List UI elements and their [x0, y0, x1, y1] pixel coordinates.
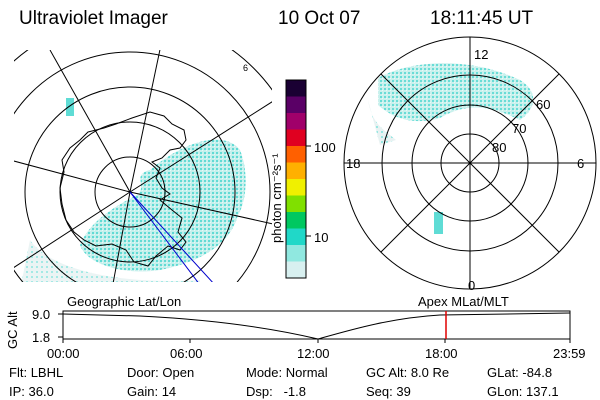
colorbar-segment: [286, 179, 306, 196]
mlt-label-18: 18: [346, 156, 361, 171]
colorbar-segment: [286, 261, 306, 279]
x-tick-0000: 00:00: [47, 346, 80, 361]
lat-label-80: 80: [492, 140, 507, 155]
aurora-background-polar: [368, 100, 396, 145]
time-label: 18:11:45 UT: [430, 8, 534, 29]
x-tick-0600: 06:00: [170, 346, 203, 361]
altitude-curve: [62, 312, 571, 340]
lat-label-70: 70: [512, 121, 527, 136]
polar-plot: [343, 36, 597, 290]
colorbar-segment: [286, 129, 306, 147]
status-mode: Mode: Normal: [246, 365, 328, 380]
timeline-right-title: Apex MLat/MLT: [418, 294, 509, 309]
aurora-background-geo: [21, 240, 200, 282]
date-label: 10 Oct 07: [278, 8, 361, 29]
antarctica-coastline: [59, 111, 187, 267]
status-glon: GLon: 137.1: [487, 384, 559, 399]
colorbar-segment: [286, 80, 306, 97]
status-seq: Seq: 39: [366, 384, 411, 399]
instrument-title: Ultraviolet Imager: [19, 8, 168, 29]
y-tick-9: 9.0: [32, 307, 51, 322]
timeline-axis-label: GC Alt: [5, 311, 20, 349]
y-tick-1-8: 1.8: [32, 330, 51, 345]
corner-label: 6: [243, 63, 249, 73]
status-door: Door: Open: [127, 365, 195, 380]
timeline-left-title: Geographic Lat/Lon: [67, 294, 182, 309]
colorbar: [286, 80, 306, 279]
status-ip: IP: 36.0: [9, 384, 54, 399]
colorbar-unit-label: photon cm⁻²s⁻¹: [269, 153, 284, 243]
colorbar-segment: [286, 245, 306, 262]
mlt-label-12: 12: [474, 47, 489, 62]
colorbar-tick-100: 100: [314, 140, 336, 155]
status-flt: Flt: LBHL: [9, 365, 64, 380]
colorbar-segment: [286, 195, 306, 213]
status-gc-alt: GC Alt: 8.0 Re: [366, 365, 450, 380]
latitude-grid: [14, 50, 272, 282]
mlt-label-0: 0: [468, 278, 476, 293]
longitude-grid: [14, 50, 272, 282]
geographic-map: [14, 50, 272, 282]
aurora-patch-polar: [434, 212, 443, 234]
aurora-patch-geo: [66, 98, 74, 116]
colorbar-segment: [286, 212, 306, 229]
colorbar-segment: [286, 146, 306, 163]
x-tick-1800: 18:00: [425, 346, 458, 361]
colorbar-segment: [286, 162, 306, 180]
x-tick-1200: 12:00: [297, 346, 330, 361]
lat-label-60: 60: [536, 97, 551, 112]
x-tick-2359: 23:59: [553, 346, 586, 361]
satellite-track: [129, 191, 213, 282]
colorbar-segment: [286, 228, 306, 246]
aurora-emission-polar: [378, 63, 534, 122]
status-glat: GLat: -84.8: [487, 365, 553, 380]
status-dsp: Dsp: -1.8: [246, 384, 306, 399]
colorbar-segment: [286, 113, 306, 130]
altitude-timeline: [58, 310, 571, 343]
status-gain: Gain: 14: [127, 384, 177, 399]
mlt-label-6: 6: [577, 156, 585, 171]
colorbar-tick-10: 10: [314, 230, 329, 245]
colorbar-segment: [286, 96, 306, 114]
